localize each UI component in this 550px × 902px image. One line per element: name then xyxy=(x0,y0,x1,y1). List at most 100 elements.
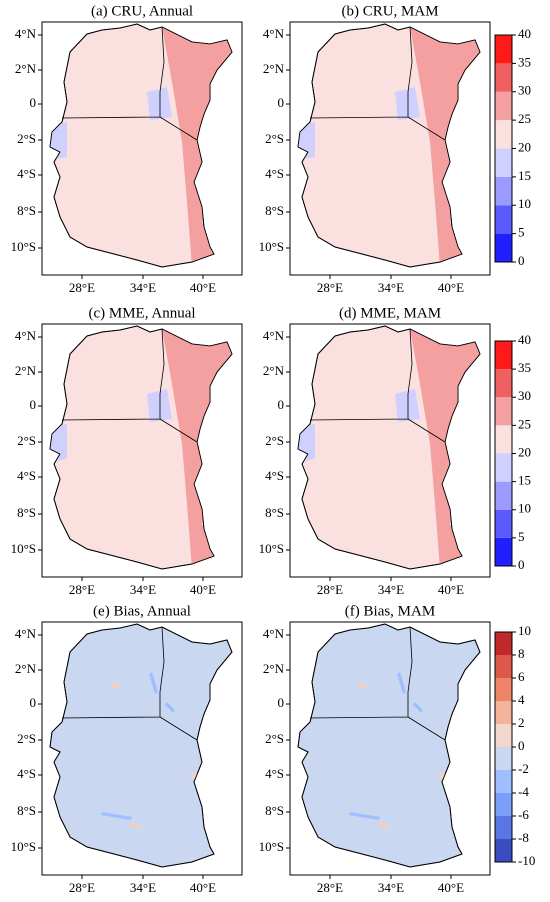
colorbar-label: 10 xyxy=(518,623,531,638)
colorbar-segment xyxy=(495,341,512,370)
colorbar-label: 40 xyxy=(518,332,531,347)
colorbar-segment xyxy=(495,770,512,793)
lat-label: 2°S xyxy=(17,433,36,448)
lat-label: 2°N xyxy=(263,61,285,76)
colorbar-segment xyxy=(495,369,512,398)
country-border xyxy=(61,26,198,141)
colorbar-label: 10 xyxy=(518,501,531,516)
lat-label: 2°S xyxy=(265,433,284,448)
map-panel: (f) Bias, MAM 4°N 2°N 0 2°S 4°S 8°S 10°S 28°E 34°… xyxy=(259,603,491,895)
colorbar-segment xyxy=(495,397,512,426)
lat-label: 2°S xyxy=(17,731,36,746)
colorbar-segment xyxy=(495,35,512,64)
colorbar-label: 4 xyxy=(518,692,525,707)
colorbar-label: -8 xyxy=(518,830,529,845)
lat-label: 10°S xyxy=(259,839,284,854)
colorbar-segment xyxy=(495,148,512,177)
lon-label: 28°E xyxy=(317,880,343,895)
lat-label: 8°S xyxy=(17,803,36,818)
country-border xyxy=(309,26,446,141)
colorbar-label: 35 xyxy=(518,54,531,69)
lat-label: 0 xyxy=(278,95,285,110)
colorbar-label: 10 xyxy=(518,196,531,211)
colorbar-segment xyxy=(495,632,512,655)
lat-label: 4°S xyxy=(265,766,284,781)
lon-label: 34°E xyxy=(378,582,404,597)
lon-label: 28°E xyxy=(69,280,95,295)
colorbar-label: -6 xyxy=(518,807,529,822)
lon-label: 34°E xyxy=(130,582,156,597)
colorbar-segment xyxy=(495,793,512,816)
colorbar-segment xyxy=(495,91,512,121)
lon-label: 28°E xyxy=(69,880,95,895)
colorbar-label: 15 xyxy=(518,168,531,183)
colorbar-label: 0 xyxy=(518,738,525,753)
colorbar-label: -2 xyxy=(518,761,529,776)
lat-label: 4°N xyxy=(15,626,37,641)
lat-label: 8°S xyxy=(17,203,36,218)
lat-label: 4°N xyxy=(15,328,37,343)
panel-title: (d) MME, MAM xyxy=(339,305,441,321)
colorbar-label: -4 xyxy=(518,784,529,799)
colorbar-segment xyxy=(495,233,512,262)
lat-label: 2°N xyxy=(15,661,37,676)
lon-label: 40°E xyxy=(190,280,216,295)
lat-label: 2°N xyxy=(15,363,37,378)
colorbar-label: 2 xyxy=(518,715,525,730)
country-border xyxy=(61,328,198,443)
colorbar-segment xyxy=(495,839,512,862)
lat-label: 4°S xyxy=(17,468,36,483)
lat-label: 0 xyxy=(30,695,37,710)
lat-label: 4°N xyxy=(15,26,37,41)
lat-label: 8°S xyxy=(17,505,36,520)
lon-label: 34°E xyxy=(378,280,404,295)
colorbar-label: 5 xyxy=(518,529,525,544)
colorbar-label: 35 xyxy=(518,360,531,375)
colorbar-label: 30 xyxy=(518,83,531,98)
lon-label: 34°E xyxy=(378,880,404,895)
lat-label: 8°S xyxy=(265,505,284,520)
colorbar-label: 20 xyxy=(518,139,531,154)
colorbar-label: 15 xyxy=(518,473,531,488)
colorbar-segment xyxy=(495,425,512,454)
lat-label: 8°S xyxy=(265,803,284,818)
map-panel: (e) Bias, Annual 4°N 2°N 0 2°S 4°S 8°S 10°S 28°E… xyxy=(11,603,243,895)
colorbar-segment xyxy=(495,453,512,482)
colorbar-label: 0 xyxy=(518,253,525,268)
lat-label: 10°S xyxy=(259,541,284,556)
lon-label: 28°E xyxy=(69,582,95,597)
map-panel: (d) MME, MAM 4°N 2°N 0 2°S 4°S 8°S 10°S 28°E 34°E… xyxy=(259,305,491,597)
colorbar-label: 5 xyxy=(518,225,525,240)
colorbar-segment xyxy=(495,176,512,206)
lat-label: 0 xyxy=(278,397,285,412)
colorbar: -10 -8 -6 -4 -2 0 2 4 6 8 10 xyxy=(494,623,535,868)
lat-label: 4°S xyxy=(17,166,36,181)
lat-label: 2°S xyxy=(17,131,36,146)
lat-label: 4°S xyxy=(265,468,284,483)
lat-label: 10°S xyxy=(11,541,36,556)
colorbar-label: 8 xyxy=(518,646,525,661)
colorbar-segment xyxy=(495,655,512,678)
lat-label: 10°S xyxy=(11,839,36,854)
map-panel: (c) MME, Annual 4°N 2°N 0 2°S 4°S 8°S 10°S 28°E 3… xyxy=(11,305,243,597)
colorbar-label: 25 xyxy=(518,111,531,126)
lat-label: 0 xyxy=(278,695,285,710)
lat-label: 4°S xyxy=(265,166,284,181)
colorbar-label: 20 xyxy=(518,444,531,459)
colorbar-segment xyxy=(495,678,512,701)
colorbar-segment xyxy=(495,205,512,234)
country-border xyxy=(61,626,198,741)
colorbar-segment xyxy=(495,701,512,724)
lat-label: 4°N xyxy=(263,328,285,343)
colorbar-segment xyxy=(495,537,512,566)
lon-label: 40°E xyxy=(438,880,464,895)
colorbar: 0 5 10 15 20 25 30 35 40 xyxy=(494,332,531,572)
panel-title: (a) CRU, Annual xyxy=(91,3,193,19)
colorbar-segment xyxy=(495,120,512,149)
colorbar-segment xyxy=(495,481,512,510)
lat-label: 2°S xyxy=(265,731,284,746)
colorbar-segment xyxy=(495,816,512,839)
lon-label: 34°E xyxy=(130,280,156,295)
colorbar-segment xyxy=(495,63,512,92)
